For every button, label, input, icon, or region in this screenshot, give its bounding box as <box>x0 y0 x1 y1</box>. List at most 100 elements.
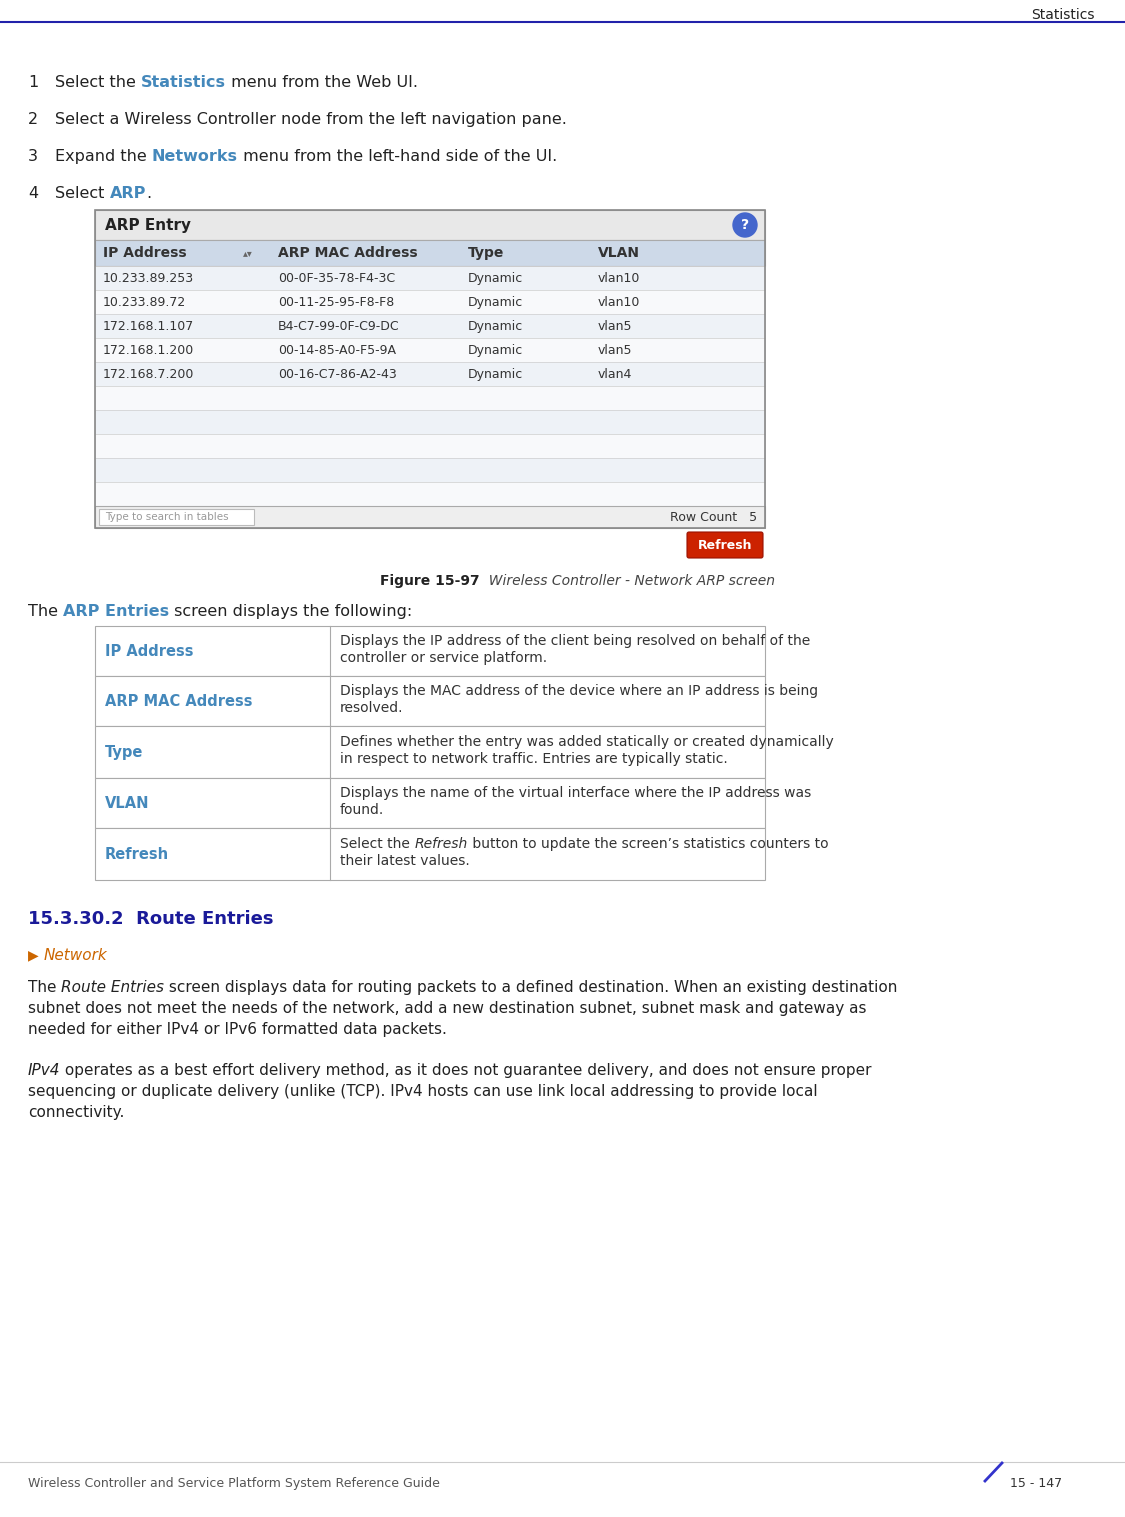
Bar <box>94 482 765 507</box>
Text: 15 - 147: 15 - 147 <box>1010 1478 1062 1490</box>
Text: menu from the Web UI.: menu from the Web UI. <box>226 74 418 90</box>
Bar <box>94 209 765 240</box>
Bar <box>94 338 765 363</box>
Text: Wireless Controller and Service Platform System Reference Guide: Wireless Controller and Service Platform… <box>28 1478 440 1490</box>
Text: IPv4: IPv4 <box>28 1063 61 1079</box>
Bar <box>94 209 765 528</box>
Text: Dynamic: Dynamic <box>468 296 523 308</box>
Text: vlan4: vlan4 <box>598 367 632 381</box>
Text: Select: Select <box>55 187 109 200</box>
Text: Select the: Select the <box>340 837 414 851</box>
Text: The: The <box>28 604 63 619</box>
Text: Dynamic: Dynamic <box>468 320 523 332</box>
Text: in respect to network traffic. Entries are typically static.: in respect to network traffic. Entries a… <box>340 752 728 766</box>
Text: vlan10: vlan10 <box>598 272 640 285</box>
Text: 2: 2 <box>28 112 38 127</box>
Text: Networks: Networks <box>152 149 237 164</box>
Text: The: The <box>28 980 62 995</box>
Text: sequencing or duplicate delivery (unlike (TCP). IPv4 hosts can use link local ad: sequencing or duplicate delivery (unlike… <box>28 1085 818 1098</box>
Bar <box>94 363 765 385</box>
Text: VLAN: VLAN <box>105 795 150 810</box>
Bar <box>94 410 765 434</box>
Text: 00-16-C7-86-A2-43: 00-16-C7-86-A2-43 <box>278 367 397 381</box>
Text: Expand the: Expand the <box>55 149 152 164</box>
Text: Network: Network <box>44 948 108 963</box>
Text: screen displays data for routing packets to a defined destination. When an exist: screen displays data for routing packets… <box>164 980 898 995</box>
Text: vlan10: vlan10 <box>598 296 640 308</box>
Text: Type: Type <box>105 745 143 760</box>
Bar <box>99 510 254 525</box>
Text: 00-14-85-A0-F5-9A: 00-14-85-A0-F5-9A <box>278 343 396 356</box>
Text: 15.3.30.2  Route Entries: 15.3.30.2 Route Entries <box>28 910 273 928</box>
Text: ARP MAC Address: ARP MAC Address <box>105 693 252 708</box>
Text: ▴▾: ▴▾ <box>243 247 253 258</box>
Text: Select a Wireless Controller node from the left navigation pane.: Select a Wireless Controller node from t… <box>55 112 567 127</box>
Text: button to update the screen’s statistics counters to: button to update the screen’s statistics… <box>468 837 828 851</box>
Text: ?: ? <box>741 218 749 232</box>
Bar <box>94 314 765 338</box>
Text: 10.233.89.72: 10.233.89.72 <box>104 296 187 308</box>
Text: IP Address: IP Address <box>105 643 194 658</box>
Text: resolved.: resolved. <box>340 701 404 715</box>
Bar <box>94 727 765 778</box>
Text: Type: Type <box>468 246 504 259</box>
Text: B4-C7-99-0F-C9-DC: B4-C7-99-0F-C9-DC <box>278 320 399 332</box>
Text: vlan5: vlan5 <box>598 343 632 356</box>
Text: ARP Entries: ARP Entries <box>63 604 169 619</box>
Text: VLAN: VLAN <box>598 246 640 259</box>
Text: 172.168.7.200: 172.168.7.200 <box>104 367 195 381</box>
Text: Displays the MAC address of the device where an IP address is being: Displays the MAC address of the device w… <box>340 684 818 698</box>
Text: Defines whether the entry was added statically or created dynamically: Defines whether the entry was added stat… <box>340 736 834 749</box>
Bar <box>94 828 765 880</box>
Text: ▶: ▶ <box>28 948 38 962</box>
Text: vlan5: vlan5 <box>598 320 632 332</box>
Text: Displays the IP address of the client being resolved on behalf of the: Displays the IP address of the client be… <box>340 634 810 648</box>
Text: Wireless Controller - Network ARP screen: Wireless Controller - Network ARP screen <box>480 573 775 589</box>
Text: ARP MAC Address: ARP MAC Address <box>278 246 417 259</box>
Text: Select the: Select the <box>55 74 141 90</box>
Text: Type to search in tables: Type to search in tables <box>105 513 228 522</box>
Text: ARP: ARP <box>109 187 146 200</box>
Text: connectivity.: connectivity. <box>28 1104 125 1120</box>
Text: IP Address: IP Address <box>104 246 187 259</box>
Text: Statistics: Statistics <box>141 74 226 90</box>
Text: 00-11-25-95-F8-F8: 00-11-25-95-F8-F8 <box>278 296 394 308</box>
Bar <box>94 677 765 727</box>
Text: .: . <box>146 187 151 200</box>
Bar <box>94 627 765 677</box>
Text: Refresh: Refresh <box>414 837 468 851</box>
Text: Dynamic: Dynamic <box>468 343 523 356</box>
Text: 172.168.1.107: 172.168.1.107 <box>104 320 195 332</box>
Text: 3: 3 <box>28 149 38 164</box>
Text: 10.233.89.253: 10.233.89.253 <box>104 272 195 285</box>
Bar <box>94 265 765 290</box>
Text: operates as a best effort delivery method, as it does not guarantee delivery, an: operates as a best effort delivery metho… <box>61 1063 872 1079</box>
Text: Dynamic: Dynamic <box>468 272 523 285</box>
Text: screen displays the following:: screen displays the following: <box>169 604 413 619</box>
Bar <box>94 240 765 265</box>
Text: controller or service platform.: controller or service platform. <box>340 651 547 664</box>
Circle shape <box>734 212 757 237</box>
Bar <box>94 434 765 458</box>
Text: Refresh: Refresh <box>698 539 753 552</box>
Text: Figure 15-97: Figure 15-97 <box>380 573 480 589</box>
Text: Row Count   5: Row Count 5 <box>669 511 757 523</box>
Text: found.: found. <box>340 802 385 818</box>
Bar <box>94 385 765 410</box>
Bar <box>94 290 765 314</box>
Text: subnet does not meet the needs of the network, add a new destination subnet, sub: subnet does not meet the needs of the ne… <box>28 1001 866 1016</box>
Text: needed for either IPv4 or IPv6 formatted data packets.: needed for either IPv4 or IPv6 formatted… <box>28 1022 447 1038</box>
Text: 00-0F-35-78-F4-3C: 00-0F-35-78-F4-3C <box>278 272 395 285</box>
Text: their latest values.: their latest values. <box>340 854 470 868</box>
Text: Statistics: Statistics <box>1032 8 1095 23</box>
Text: Refresh: Refresh <box>105 846 169 862</box>
Bar <box>94 778 765 828</box>
Text: 4: 4 <box>28 187 38 200</box>
Text: Route Entries: Route Entries <box>62 980 164 995</box>
Text: ARP Entry: ARP Entry <box>105 217 191 232</box>
Text: Dynamic: Dynamic <box>468 367 523 381</box>
Text: 1: 1 <box>28 74 38 90</box>
Text: Displays the name of the virtual interface where the IP address was: Displays the name of the virtual interfa… <box>340 786 811 799</box>
Text: menu from the left-hand side of the UI.: menu from the left-hand side of the UI. <box>237 149 557 164</box>
Bar <box>94 507 765 528</box>
